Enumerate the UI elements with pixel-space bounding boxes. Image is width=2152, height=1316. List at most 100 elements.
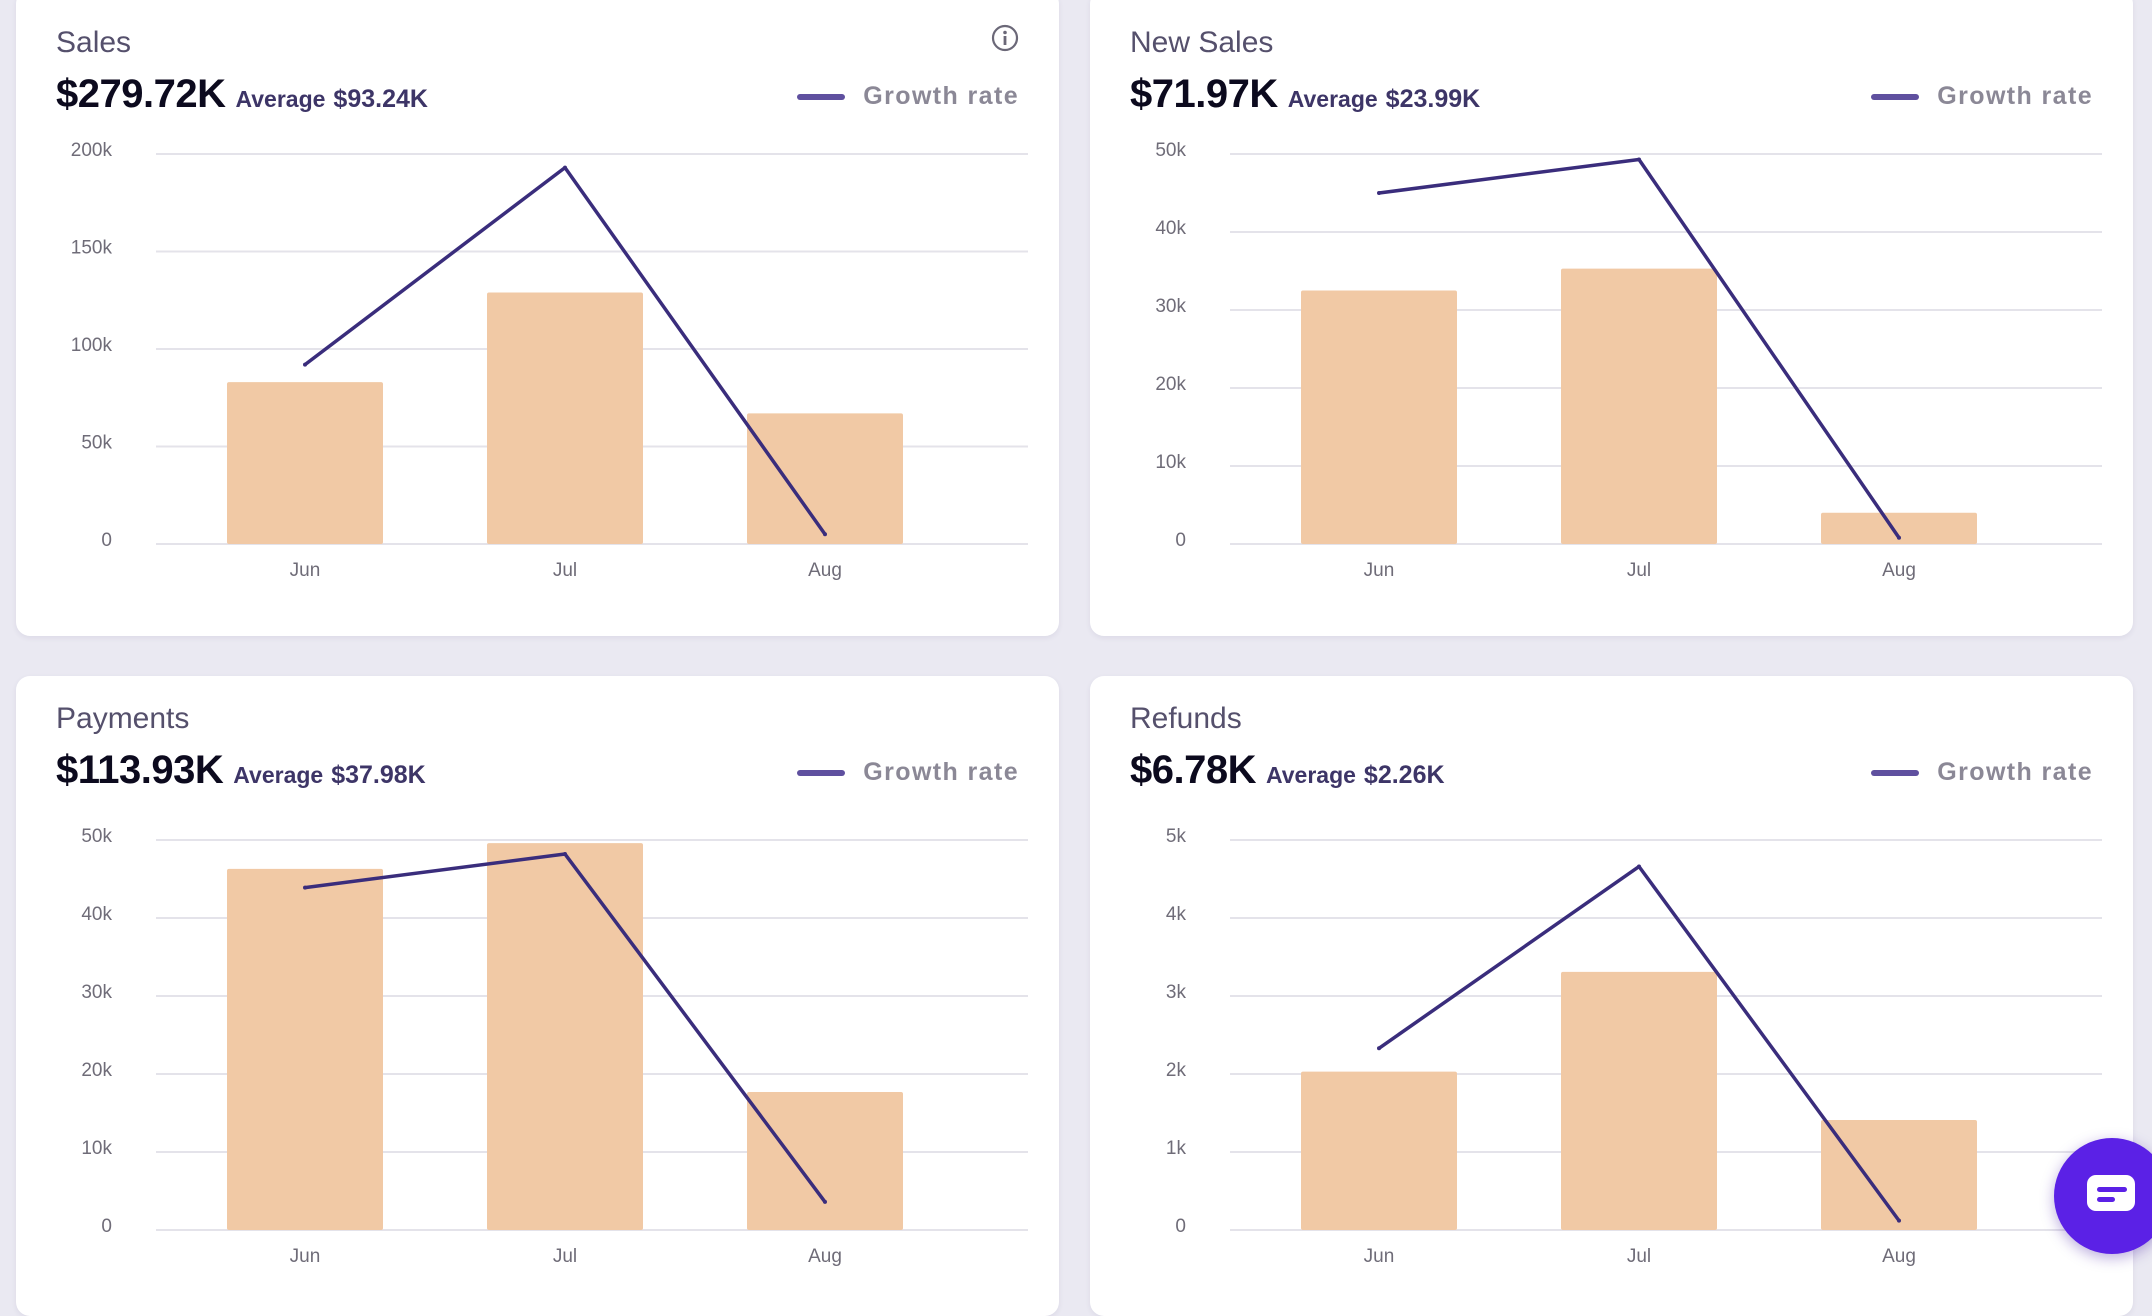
sales-card: Sales $279.72K Average $93.24K Growth ra… [16,0,1059,636]
average-label: Average [1265,762,1356,788]
total-value: $279.72K [56,72,226,116]
growth-rate-point [823,532,827,537]
average-value: $37.98K [331,761,426,789]
growth-rate-point [1897,535,1901,540]
x-tick-label: Jul [553,560,577,581]
total-value: $113.93K [56,748,224,792]
y-tick-label: 200k [71,140,113,161]
average-label: Average [235,86,326,112]
y-tick-label: 20k [81,1060,112,1081]
growth-rate-point [563,165,567,170]
bar-jun[interactable] [227,868,383,1230]
x-tick-label: Jun [290,1246,321,1267]
card-title: Payments [56,702,190,735]
chart-legend[interactable]: Growth rate [1871,82,2093,111]
y-tick-label: 40k [81,904,112,925]
summary-row: $71.97K Average $23.99K [1130,72,1480,117]
x-tick-label: Aug [808,560,842,581]
x-tick-label: Aug [808,1246,842,1267]
refunds-chart: 0 1k 2k 3k 4k 5k Jun Jul Aug [1166,826,2102,1267]
y-tick-label: 20k [1155,374,1186,395]
average-value: $2.26K [1363,761,1445,789]
chart-legend[interactable]: Growth rate [1871,758,2093,787]
y-tick-label: 30k [81,982,112,1003]
growth-rate-point [823,1199,827,1204]
x-tick-label: Jul [1627,560,1651,581]
x-tick-label: Aug [1882,560,1916,581]
sales-chart: 0 50k 100k 150k 200k Jun Jul Aug [71,140,1028,581]
new-sales-chart: 0 10k 20k 30k 40k 50k Jun Jul Aug [1155,140,2102,581]
legend-label: Growth rate [863,758,1019,786]
y-tick-label: 5k [1166,826,1187,847]
y-tick-label: 100k [71,335,113,356]
bar-jun[interactable] [227,382,383,544]
summary-row: $113.93K Average $37.98K [56,748,426,793]
bar-jul[interactable] [1561,971,1717,1230]
legend-label: Growth rate [1937,758,2093,786]
y-tick-label: 0 [1175,1216,1186,1237]
chat-bubble-icon [2087,1175,2135,1211]
bar-aug[interactable] [1821,1120,1977,1230]
chart-legend[interactable]: Growth rate [797,82,1019,111]
chart-legend[interactable]: Growth rate [797,758,1019,787]
y-tick-label: 150k [71,238,113,259]
bar-aug[interactable] [1821,512,1977,544]
x-tick-label: Jun [1364,560,1395,581]
y-tick-label: 0 [1175,530,1186,551]
card-title: Refunds [1130,702,1242,735]
average-label: Average [233,762,324,788]
legend-label: Growth rate [1937,82,2093,110]
y-tick-label: 10k [1155,452,1186,473]
bar-jun[interactable] [1301,1071,1457,1230]
growth-rate-point [1897,1218,1901,1223]
average-value: $93.24K [333,85,428,113]
x-tick-label: Jul [553,1246,577,1267]
growth-rate-point [1377,1046,1381,1051]
info-circle-icon[interactable] [991,24,1019,52]
x-tick-label: Aug [1882,1246,1916,1267]
legend-label: Growth rate [863,82,1019,110]
payments-chart: 0 10k 20k 30k 40k 50k Jun Jul Aug [81,826,1028,1267]
payments-card: Payments $113.93K Average $37.98K Growth… [16,676,1059,1316]
summary-row: $6.78K Average $2.26K [1130,748,1445,793]
card-title: Sales [56,26,132,59]
y-tick-label: 3k [1166,982,1187,1003]
y-tick-label: 0 [101,1216,112,1237]
new-sales-card: New Sales $71.97K Average $23.99K Growth… [1090,0,2133,636]
legend-line-swatch [797,93,846,100]
total-value: $6.78K [1130,748,1256,792]
y-tick-label: 1k [1166,1138,1187,1159]
y-tick-label: 50k [1155,140,1186,161]
legend-line-swatch [1871,769,1920,776]
x-tick-label: Jun [1364,1246,1395,1267]
y-tick-label: 40k [1155,218,1186,239]
y-tick-label: 30k [1155,296,1186,317]
y-tick-label: 50k [81,433,112,454]
x-tick-label: Jul [1627,1246,1651,1267]
summary-row: $279.72K Average $93.24K [56,72,428,117]
y-tick-label: 2k [1166,1060,1187,1081]
bar-aug[interactable] [747,413,903,544]
y-tick-label: 50k [81,826,112,847]
bar-aug[interactable] [747,1091,903,1230]
growth-rate-point [1637,864,1641,869]
chat-button[interactable] [2054,1138,2152,1254]
y-tick-label: 4k [1166,904,1187,925]
growth-rate-point [1377,191,1381,195]
growth-rate-point [1637,157,1641,162]
growth-rate-point [303,362,307,367]
y-tick-label: 10k [81,1138,112,1159]
growth-rate-point [563,852,567,857]
growth-rate-point [303,885,307,890]
card-title: New Sales [1130,26,1274,59]
bar-jun[interactable] [1301,290,1457,545]
total-value: $71.97K [1130,72,1278,116]
bar-jul[interactable] [487,843,643,1230]
bar-jul[interactable] [1561,268,1717,544]
refunds-card: Refunds $6.78K Average $2.26K Growth rat… [1090,676,2133,1316]
y-tick-label: 0 [101,530,112,551]
bar-jul[interactable] [487,292,643,544]
legend-line-swatch [797,769,846,776]
legend-line-swatch [1871,93,1920,100]
average-label: Average [1287,86,1378,112]
